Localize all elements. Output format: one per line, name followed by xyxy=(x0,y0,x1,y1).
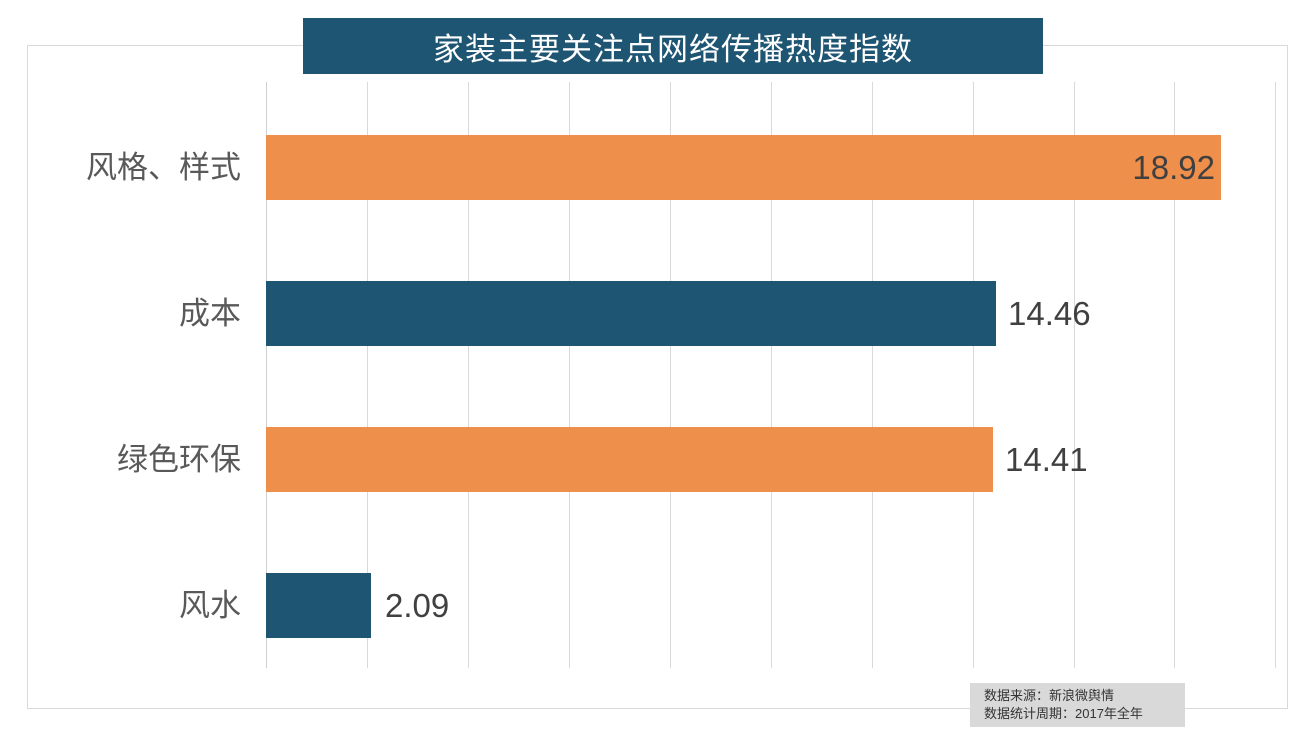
bar[interactable] xyxy=(266,573,371,638)
source-note-box: 数据来源：新浪微舆情 数据统计周期：2017年全年 xyxy=(970,683,1185,727)
gridline xyxy=(1174,82,1175,668)
bar[interactable] xyxy=(266,427,993,492)
plot-area xyxy=(266,82,1288,668)
gridline xyxy=(367,82,368,668)
page-title: 家装主要关注点网络传播热度指数 xyxy=(433,31,913,67)
gridline xyxy=(468,82,469,668)
gridline xyxy=(670,82,671,668)
bar[interactable] xyxy=(266,135,1221,200)
gridlines xyxy=(266,82,1288,668)
chart-title-banner: 家装主要关注点网络传播热度指数 xyxy=(303,18,1043,74)
category-axis-line xyxy=(266,82,267,668)
category-label: 成本 xyxy=(179,296,241,331)
bar-value-label: 14.41 xyxy=(1005,441,1088,478)
gridline xyxy=(1275,82,1276,668)
gridline xyxy=(1074,82,1075,668)
bar[interactable] xyxy=(266,281,996,346)
bar-value-label: 2.09 xyxy=(385,587,450,624)
bar-value-label: 14.46 xyxy=(1008,295,1091,332)
category-label: 风格、样式 xyxy=(86,150,241,185)
gridline xyxy=(771,82,772,668)
category-label: 风水 xyxy=(179,588,241,623)
source-note-line-2: 数据统计周期：2017年全年 xyxy=(984,706,1143,721)
gridline xyxy=(973,82,974,668)
source-note-line-1: 数据来源：新浪微舆情 xyxy=(984,688,1115,703)
gridline xyxy=(872,82,873,668)
gridline xyxy=(569,82,570,668)
category-label: 绿色环保 xyxy=(117,442,241,477)
bar-value-label: 18.92 xyxy=(1132,149,1215,186)
